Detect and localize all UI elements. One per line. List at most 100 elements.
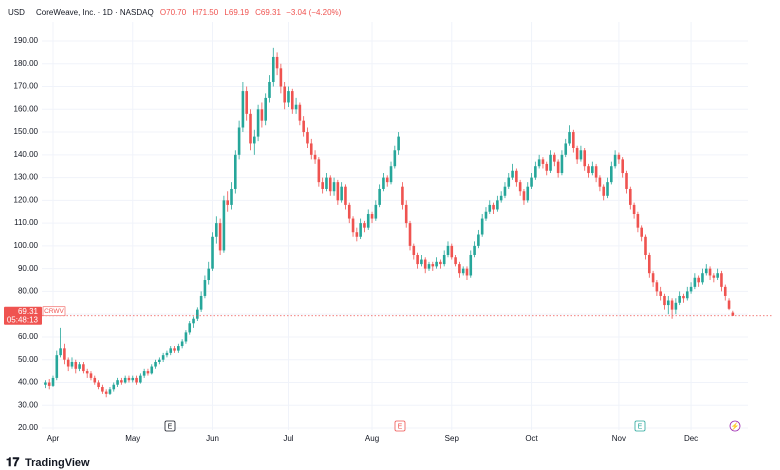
candle-body [579, 150, 583, 160]
candle-body [496, 200, 499, 210]
event-label: E [398, 423, 403, 430]
candles [44, 47, 735, 398]
candle-body [317, 159, 321, 183]
candle-body [420, 259, 423, 265]
candle-body [515, 170, 518, 183]
candle-body [169, 348, 173, 353]
candle-body [184, 332, 188, 342]
candle-body [712, 275, 716, 278]
candle-body [241, 91, 245, 128]
candle-body [431, 264, 435, 267]
candle-body [685, 291, 689, 299]
x-tick-label: Sep [445, 434, 460, 443]
candle-body [731, 312, 735, 316]
low: L69.19 [224, 8, 249, 17]
event-marker [634, 420, 646, 432]
candle-body [511, 170, 514, 178]
candle-body [256, 109, 260, 137]
candle-body [647, 254, 651, 274]
candle-body [271, 56, 275, 82]
candle-body [458, 264, 461, 274]
candle-body [260, 109, 264, 121]
candle-body [435, 261, 438, 267]
candle-body [678, 295, 681, 303]
event-label: E [638, 423, 643, 430]
candle-body [666, 300, 670, 306]
candle-body [154, 361, 157, 367]
logo: 𝟏𝟕 TradingView [6, 455, 90, 469]
price-tag-countdown: 05:48:13 [7, 315, 39, 324]
candle-body [78, 364, 81, 369]
candle-body [93, 377, 97, 383]
candle-body [651, 273, 655, 283]
candle-body [503, 186, 507, 196]
candle-body [427, 264, 431, 269]
candle-body [351, 218, 355, 233]
candle-body [560, 154, 564, 174]
price-tag [4, 306, 42, 325]
candle-body [309, 143, 313, 155]
candle-body [290, 91, 294, 110]
candle-body [530, 177, 533, 187]
brand: TradingView [25, 457, 90, 469]
candle-body [507, 177, 511, 187]
candle-body [85, 371, 89, 374]
y-tick-label: 120.00 [14, 195, 39, 204]
candle-body [587, 166, 590, 174]
y-tick-label: 40.00 [18, 378, 39, 387]
y-tick-label: 160.00 [14, 104, 39, 113]
candle-body [173, 348, 176, 351]
candle-body [328, 177, 332, 192]
candle-body [488, 204, 492, 212]
candle-body [230, 188, 233, 205]
candle-body [325, 177, 328, 189]
candle-body [693, 277, 697, 287]
candle-body [621, 159, 624, 174]
open: O70.70 [160, 8, 187, 17]
close: C69.31 [255, 8, 281, 17]
candle-body [196, 309, 199, 319]
candle-body [556, 161, 560, 174]
candle-body [313, 154, 317, 160]
candle-body [199, 295, 203, 310]
candle-body [412, 245, 416, 255]
candle-body [423, 259, 427, 269]
candle-body [306, 132, 309, 144]
y-tick-label: 190.00 [14, 36, 39, 45]
candle-body [564, 143, 568, 155]
candle-body [142, 371, 146, 376]
candle-body [158, 359, 161, 362]
candle-body [44, 382, 47, 385]
candle-body [670, 300, 674, 310]
candle-body [723, 286, 727, 296]
candle-body [397, 136, 400, 151]
candle-body [655, 282, 659, 292]
candle-body [606, 182, 609, 196]
candle-body [439, 261, 442, 265]
high: H71.50 [192, 8, 218, 17]
candle-body [404, 204, 408, 224]
candle-body [469, 254, 473, 276]
candle-body [89, 373, 93, 378]
candle-body [526, 186, 530, 201]
candle-body [541, 159, 545, 164]
candle-body [477, 234, 480, 246]
candle-body [382, 177, 385, 189]
candle-body [370, 214, 374, 219]
x-tick-label: Nov [612, 434, 626, 443]
x-tick-label: Jun [206, 434, 219, 443]
candle-body [480, 218, 484, 235]
candle-body [207, 268, 211, 281]
candle-body [374, 204, 378, 219]
change: −3.04 (−4.20%) [286, 8, 341, 17]
candle-body [321, 182, 324, 189]
candle-body [442, 254, 446, 265]
candle-body [461, 268, 465, 274]
candle-body [401, 186, 404, 205]
candle-body [355, 232, 359, 237]
candle-body [294, 104, 298, 110]
y-tick-label: 180.00 [14, 59, 39, 68]
candle-body [591, 166, 594, 174]
candle-body [701, 273, 704, 283]
candle-body [287, 91, 290, 103]
